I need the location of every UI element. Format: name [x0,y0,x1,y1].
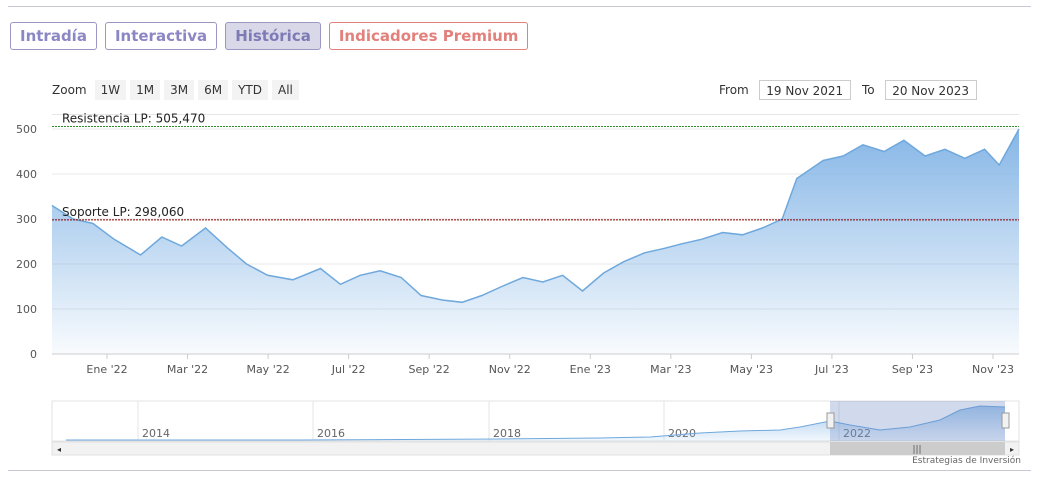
y-tick-label: 500 [16,123,37,136]
y-tick-label: 400 [16,168,37,181]
navigator-year-label: 2018 [493,427,521,440]
x-tick-label: Nov '23 [972,363,1014,376]
chart-top-divider [52,114,1019,115]
to-label: To [862,83,875,97]
navigator-scrollbar-track[interactable] [51,441,1020,456]
to-date-input[interactable]: 20 Nov 2023 [884,80,977,100]
range-from: From 19 Nov 2021 [719,80,851,100]
x-tick-label: Ene '23 [570,363,611,376]
navigator-year-label: 2016 [317,427,345,440]
zoom-1w-button[interactable]: 1W [94,80,127,100]
navigator-selection[interactable] [830,401,1005,441]
zoom-label: Zoom [52,83,87,97]
scroll-grip-icon[interactable]: ||| [912,445,921,455]
x-tick-label: Jul '22 [331,363,366,376]
y-tick-label: 0 [30,348,37,361]
navigator-scrollbar-thumb[interactable] [830,442,1005,455]
navigator-left-handle[interactable] [826,412,835,429]
y-axis: 0 100 200 300 400 500 [16,123,37,361]
annotations: Resistencia LP: 505,470 Soporte LP: 298,0… [52,112,1019,221]
navigator-area [66,406,1005,441]
chart-tabs: Intradía Interactiva Histórica Indicador… [10,22,529,50]
navigator[interactable]: 20142016201820202022◂▸||| [51,400,1020,456]
zoom-all-button[interactable]: All [272,80,299,100]
y-tick-label: 100 [16,303,37,316]
x-tick-label: Ene '22 [86,363,127,376]
x-tick-label: Mar '22 [167,363,208,376]
tab-interactiva[interactable]: Interactiva [104,22,218,50]
x-tick-label: Sep '23 [892,363,933,376]
zoom-3m-button[interactable]: 3M [164,80,195,100]
x-axis: Ene '22 Mar '22 May '22 Jul '22 Sep '22 Nov '… [52,353,1019,376]
zoom-1m-button[interactable]: 1M [130,80,161,100]
price-area [52,129,1019,354]
zoom-ytd-button[interactable]: YTD [232,80,268,100]
navigator-year-label: 2014 [142,427,170,440]
tab-indicadores-premium[interactable]: Indicadores Premium [328,22,529,50]
y-tick-label: 200 [16,258,37,271]
x-tick-label: May '23 [730,363,773,376]
scroll-left-arrow-icon[interactable]: ◂ [57,445,61,454]
x-tick-label: Sep '22 [409,363,450,376]
zoom-selector: Zoom 1W 1M 3M 6M YTD All [52,80,299,100]
annotation-label: Resistencia LP: 505,470 [62,112,205,126]
annotation-label: Soporte LP: 298,060 [62,205,184,219]
x-tick-label: Jul '23 [814,363,849,376]
x-tick-label: Nov '22 [489,363,531,376]
tab-intradia[interactable]: Intradía [10,22,97,50]
credit-text: Estrategias de Inversión [912,456,1021,466]
navigator-line [66,405,1006,441]
zoom-6m-button[interactable]: 6M [198,80,229,100]
range-to: To 20 Nov 2023 [862,80,977,100]
bottom-divider [8,470,1031,471]
navigator-right-handle[interactable] [1001,412,1010,429]
price-line [51,128,1020,304]
y-tick-label: 300 [16,213,37,226]
top-divider [8,6,1031,7]
x-tick-label: Mar '23 [650,363,691,376]
from-date-input[interactable]: 19 Nov 2021 [758,80,851,100]
scroll-right-arrow-icon[interactable]: ▸ [1010,445,1014,454]
x-tick-label: May '22 [246,363,289,376]
tab-historica[interactable]: Histórica [225,22,321,50]
from-label: From [719,83,749,97]
